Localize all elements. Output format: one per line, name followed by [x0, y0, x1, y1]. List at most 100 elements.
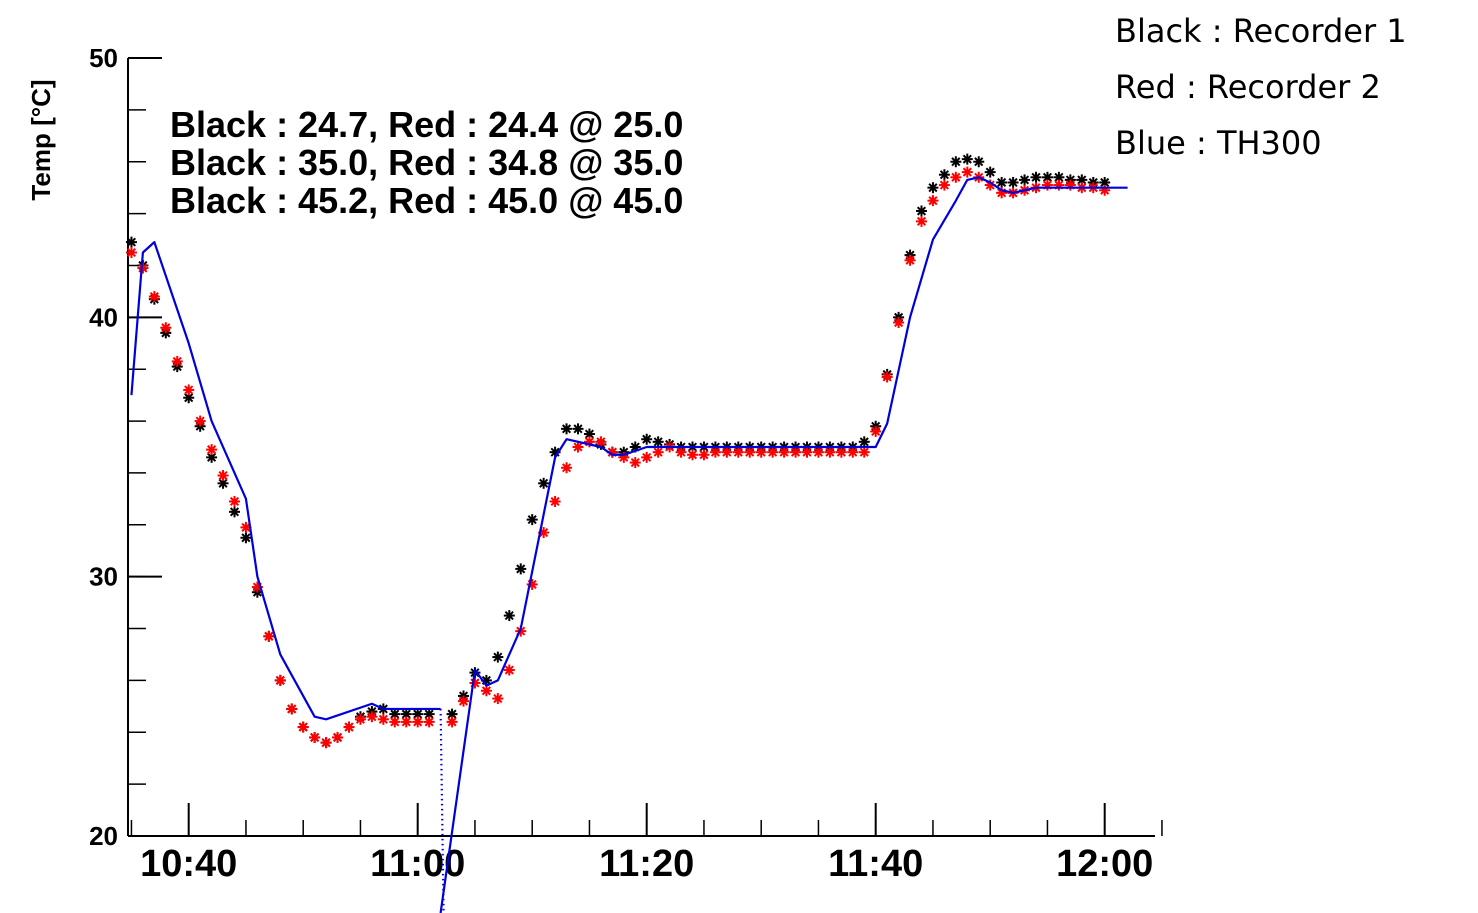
data-point [561, 462, 573, 474]
data-point [263, 630, 275, 642]
data-point [183, 392, 195, 404]
data-point [561, 423, 573, 435]
data-point [1099, 184, 1111, 196]
data-point [125, 236, 137, 248]
data-point [938, 169, 950, 181]
annotation-line-3: Black : 45.2, Red : 45.0 @ 45.0 [170, 180, 683, 221]
data-point [1030, 171, 1042, 183]
series-2 [130, 176, 1128, 913]
data-point [160, 322, 172, 334]
data-point [240, 532, 252, 544]
data-point [721, 446, 733, 458]
y-axis-label: Temp [°C] [26, 79, 56, 200]
data-point [893, 317, 905, 329]
data-point [354, 713, 366, 725]
data-point [297, 721, 309, 733]
data-point [526, 514, 538, 526]
data-point [778, 446, 790, 458]
data-point [652, 436, 664, 448]
x-tick-label: 11:40 [828, 843, 923, 885]
data-point [904, 254, 916, 266]
data-point [229, 495, 240, 507]
data-point [824, 446, 836, 458]
y-minor-ticks [128, 57, 146, 837]
data-point [1053, 179, 1065, 191]
data-point [961, 153, 973, 165]
x-tick-label: 12:00 [1056, 843, 1153, 885]
data-point [274, 674, 286, 686]
annotations: Black : 24.7, Red : 24.4 @ 25.0 Black : … [170, 104, 683, 221]
data-point [1064, 179, 1076, 191]
data-point [870, 425, 882, 437]
data-point [412, 716, 424, 728]
data-point [229, 506, 240, 518]
data-point [984, 166, 996, 178]
data-point [309, 731, 321, 743]
data-point [400, 716, 412, 728]
series-0 [125, 153, 1111, 749]
data-point [973, 156, 985, 168]
data-point [812, 446, 824, 458]
data-point [916, 205, 927, 217]
x-minor-ticks [130, 820, 1163, 836]
data-point [755, 446, 767, 458]
series-1 [125, 166, 1111, 749]
data-point [332, 731, 344, 743]
data-point [790, 446, 802, 458]
data-point [938, 179, 950, 191]
data-point [366, 711, 378, 723]
data-point [732, 446, 744, 458]
data-point [916, 215, 927, 227]
data-point [652, 446, 664, 458]
data-point [767, 446, 779, 458]
data-point [217, 470, 229, 482]
y-tick-label: 20 [89, 821, 118, 851]
y-tick-label: 50 [89, 43, 118, 73]
data-point [183, 384, 195, 396]
annotation-line-1: Black : 24.7, Red : 24.4 @ 25.0 [170, 104, 683, 145]
data-point [389, 716, 401, 728]
data-point [927, 182, 939, 194]
data-point [709, 446, 721, 458]
data-point [1007, 176, 1019, 188]
data-point [881, 371, 893, 383]
data-point [492, 693, 504, 705]
data-point [1041, 171, 1053, 183]
th300-dropout [439, 708, 445, 913]
data-point [744, 446, 756, 458]
data-point [286, 703, 298, 715]
x-ticks: 10:40 11:00 11:20 11:40 12:00 [140, 803, 1153, 885]
data-point [377, 713, 389, 725]
data-point [206, 444, 218, 456]
data-point [480, 685, 492, 697]
data-point [137, 262, 149, 274]
data-point [469, 677, 481, 689]
data-point [950, 156, 962, 168]
data-point [446, 716, 458, 728]
data-point [148, 291, 160, 303]
data-point [595, 436, 607, 448]
data-point [801, 446, 813, 458]
y-tick-label: 30 [89, 562, 118, 592]
data-point [641, 451, 653, 463]
legend-entry-th300: Blue : TH300 [1115, 124, 1322, 162]
data-point [572, 441, 584, 453]
series-layer [125, 153, 1128, 913]
data-point [171, 355, 183, 367]
data-point [125, 247, 137, 258]
legend-entry-recorder-1: Black : Recorder 1 [1115, 12, 1407, 50]
data-point [675, 446, 687, 458]
data-point [641, 433, 653, 445]
data-point [950, 171, 962, 183]
data-point [858, 436, 870, 448]
data-point [515, 563, 527, 575]
data-point [629, 457, 641, 469]
legend-entry-recorder-2: Red : Recorder 2 [1115, 68, 1381, 106]
data-point [858, 446, 870, 458]
data-point [320, 737, 332, 749]
data-point [503, 610, 515, 622]
data-point [549, 495, 561, 507]
axes [127, 58, 1155, 837]
data-point [492, 651, 504, 663]
